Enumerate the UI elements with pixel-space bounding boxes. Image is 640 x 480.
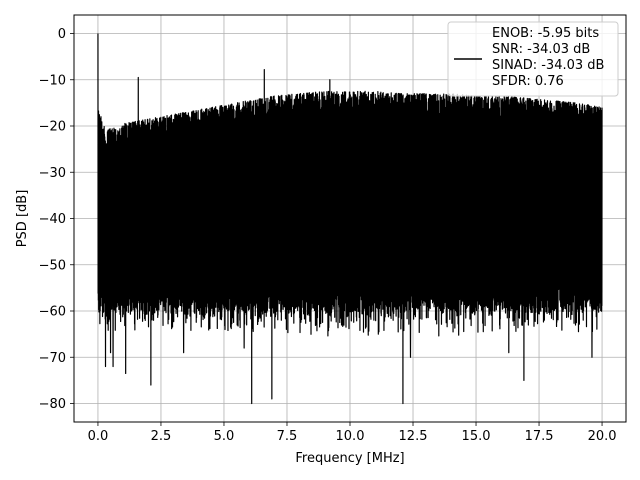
legend-sfdr: SFDR: 0.76 [492, 74, 564, 89]
y-tick-label: −40 [39, 212, 66, 227]
x-axis-label: Frequency [MHz] [295, 451, 404, 466]
y-tick-label: −30 [39, 166, 66, 181]
y-tick-label: −70 [39, 351, 66, 366]
x-tick-label: 20.0 [588, 429, 617, 444]
psd-series-line [97, 33, 603, 405]
y-axis-ticks: 0 −10 −20 −30 −40 −50 −60 −70 −80 [39, 27, 74, 412]
x-tick-label: 5.0 [214, 429, 235, 444]
legend-sinad: SINAD: -34.03 dB [492, 58, 604, 73]
x-tick-label: 7.5 [277, 429, 298, 444]
psd-trace [97, 33, 603, 405]
legend-box [447, 21, 619, 97]
x-axis-ticks: 0.0 2.5 5.0 7.5 10.0 12.5 15.0 17.5 20.0 [88, 422, 617, 444]
legend-snr: SNR: -34.03 dB [492, 42, 590, 57]
legend-enob: ENOB: -5.95 bits [492, 26, 599, 41]
y-axis-label: PSD [dB] [15, 190, 30, 248]
x-tick-label: 0.0 [88, 429, 109, 444]
y-tick-label: 0 [58, 27, 66, 42]
x-tick-label: 17.5 [525, 429, 554, 444]
legend: ENOB: -5.95 bits SNR: -34.03 dB SINAD: -… [447, 21, 619, 97]
x-tick-label: 12.5 [399, 429, 428, 444]
y-tick-label: −10 [39, 73, 66, 88]
x-tick-label: 10.0 [336, 429, 365, 444]
y-tick-label: −80 [39, 397, 66, 412]
y-tick-label: −60 [39, 305, 66, 320]
x-tick-label: 15.0 [462, 429, 491, 444]
y-tick-label: −50 [39, 258, 66, 273]
y-tick-label: −20 [39, 120, 66, 135]
x-tick-label: 2.5 [151, 429, 172, 444]
